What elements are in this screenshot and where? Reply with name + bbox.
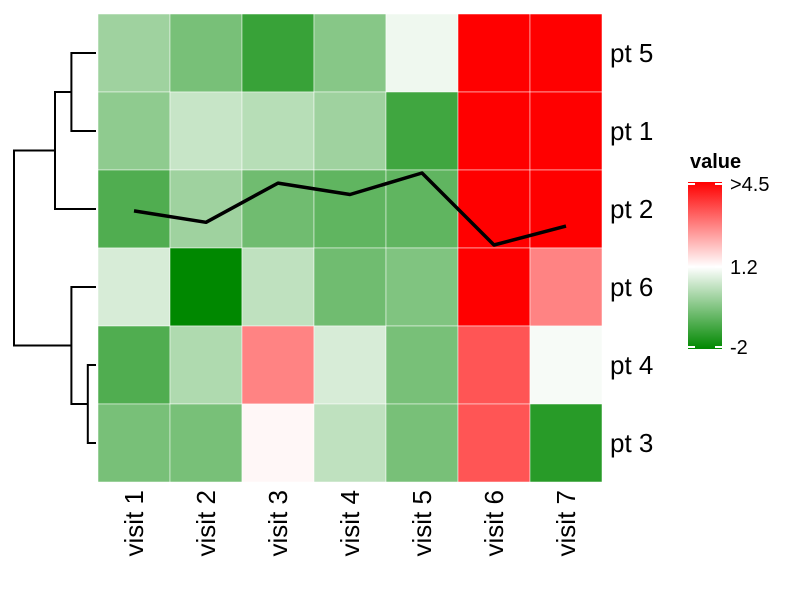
heatmap-cell: [169, 325, 243, 405]
heatmap-cell: [457, 247, 531, 327]
legend-ticks: >4.5 1.2 -2: [688, 174, 769, 359]
row-label: pt 4: [610, 350, 653, 380]
heatmap-cell: [313, 403, 387, 483]
column-label: visit 4: [335, 490, 365, 556]
heatmap-cell: [529, 325, 603, 405]
row-label: pt 5: [610, 38, 653, 68]
heatmap-cell: [169, 247, 243, 327]
heatmap-cell: [529, 13, 603, 93]
heatmap-cell: [97, 325, 171, 405]
heatmap-cell: [529, 169, 603, 249]
heatmap-cell: [241, 91, 315, 171]
color-legend: value >4.5 1.2 -2: [688, 151, 769, 359]
heatmap-cell: [457, 403, 531, 483]
heatmap-cell: [169, 403, 243, 483]
heatmap-cell: [241, 325, 315, 405]
legend-tick-label: >4.5: [730, 174, 769, 196]
heatmap-cell: [385, 91, 459, 171]
column-label: visit 5: [407, 490, 437, 556]
heatmap-cell: [457, 13, 531, 93]
overlay-line: [133, 171, 567, 247]
heatmap-cell: [313, 247, 387, 327]
heatmap-cell: [385, 247, 459, 327]
heatmap-cell: [457, 325, 531, 405]
legend-color-bar: [688, 182, 722, 349]
heatmap-cell: [97, 247, 171, 327]
legend-tick-label: 1.2: [730, 257, 758, 279]
heatmap-cells: [97, 13, 603, 483]
heatmap-cell: [457, 169, 531, 249]
row-label: pt 3: [610, 428, 653, 458]
heatmap-cell: [385, 325, 459, 405]
heatmap-cell: [169, 13, 243, 93]
heatmap-cell: [97, 13, 171, 93]
dendrogram-branch: [86, 364, 96, 444]
row-label: pt 2: [610, 194, 653, 224]
heatmap-cell: [385, 169, 459, 249]
row-label: pt 6: [610, 272, 653, 302]
dendrogram-branch: [13, 149, 72, 347]
heatmap-cell: [97, 169, 171, 249]
column-label: visit 2: [191, 490, 221, 556]
column-label: visit 7: [551, 490, 581, 556]
heatmap-cell: [169, 91, 243, 171]
heatmap-cell: [385, 403, 459, 483]
column-label: visit 3: [263, 490, 293, 556]
heatmap-cell: [529, 403, 603, 483]
legend-title: value: [690, 151, 741, 173]
heatmap-cell: [241, 403, 315, 483]
heatmap-cell: [385, 13, 459, 93]
heatmap-cell: [529, 91, 603, 171]
heatmap-cell: [241, 247, 315, 327]
dendrogram-branch: [70, 52, 96, 132]
dendrogram-branch: [54, 91, 96, 210]
heatmap-cell: [313, 169, 387, 249]
heatmap-cell: [457, 91, 531, 171]
heatmap-cell: [313, 325, 387, 405]
heatmap-cell: [241, 13, 315, 93]
column-labels: visit 1 visit 2 visit 3 visit 4 visit 5 visit…: [119, 490, 581, 556]
legend-tick-label: -2: [730, 337, 748, 359]
heatmap-cell: [313, 91, 387, 171]
line-overlay: [133, 171, 567, 247]
row-label: pt 1: [610, 116, 653, 146]
heatmap-cell: [529, 247, 603, 327]
heatmap-cell: [97, 403, 171, 483]
heatmap-cell: [313, 13, 387, 93]
row-labels: pt 5 pt 1 pt 2 pt 6 pt 4 pt 3: [610, 38, 653, 458]
column-label: visit 6: [479, 490, 509, 556]
heatmap-cell: [97, 91, 171, 171]
row-dendrogram: [13, 52, 96, 444]
column-label: visit 1: [119, 490, 149, 556]
dendrogram-branch: [70, 286, 96, 405]
